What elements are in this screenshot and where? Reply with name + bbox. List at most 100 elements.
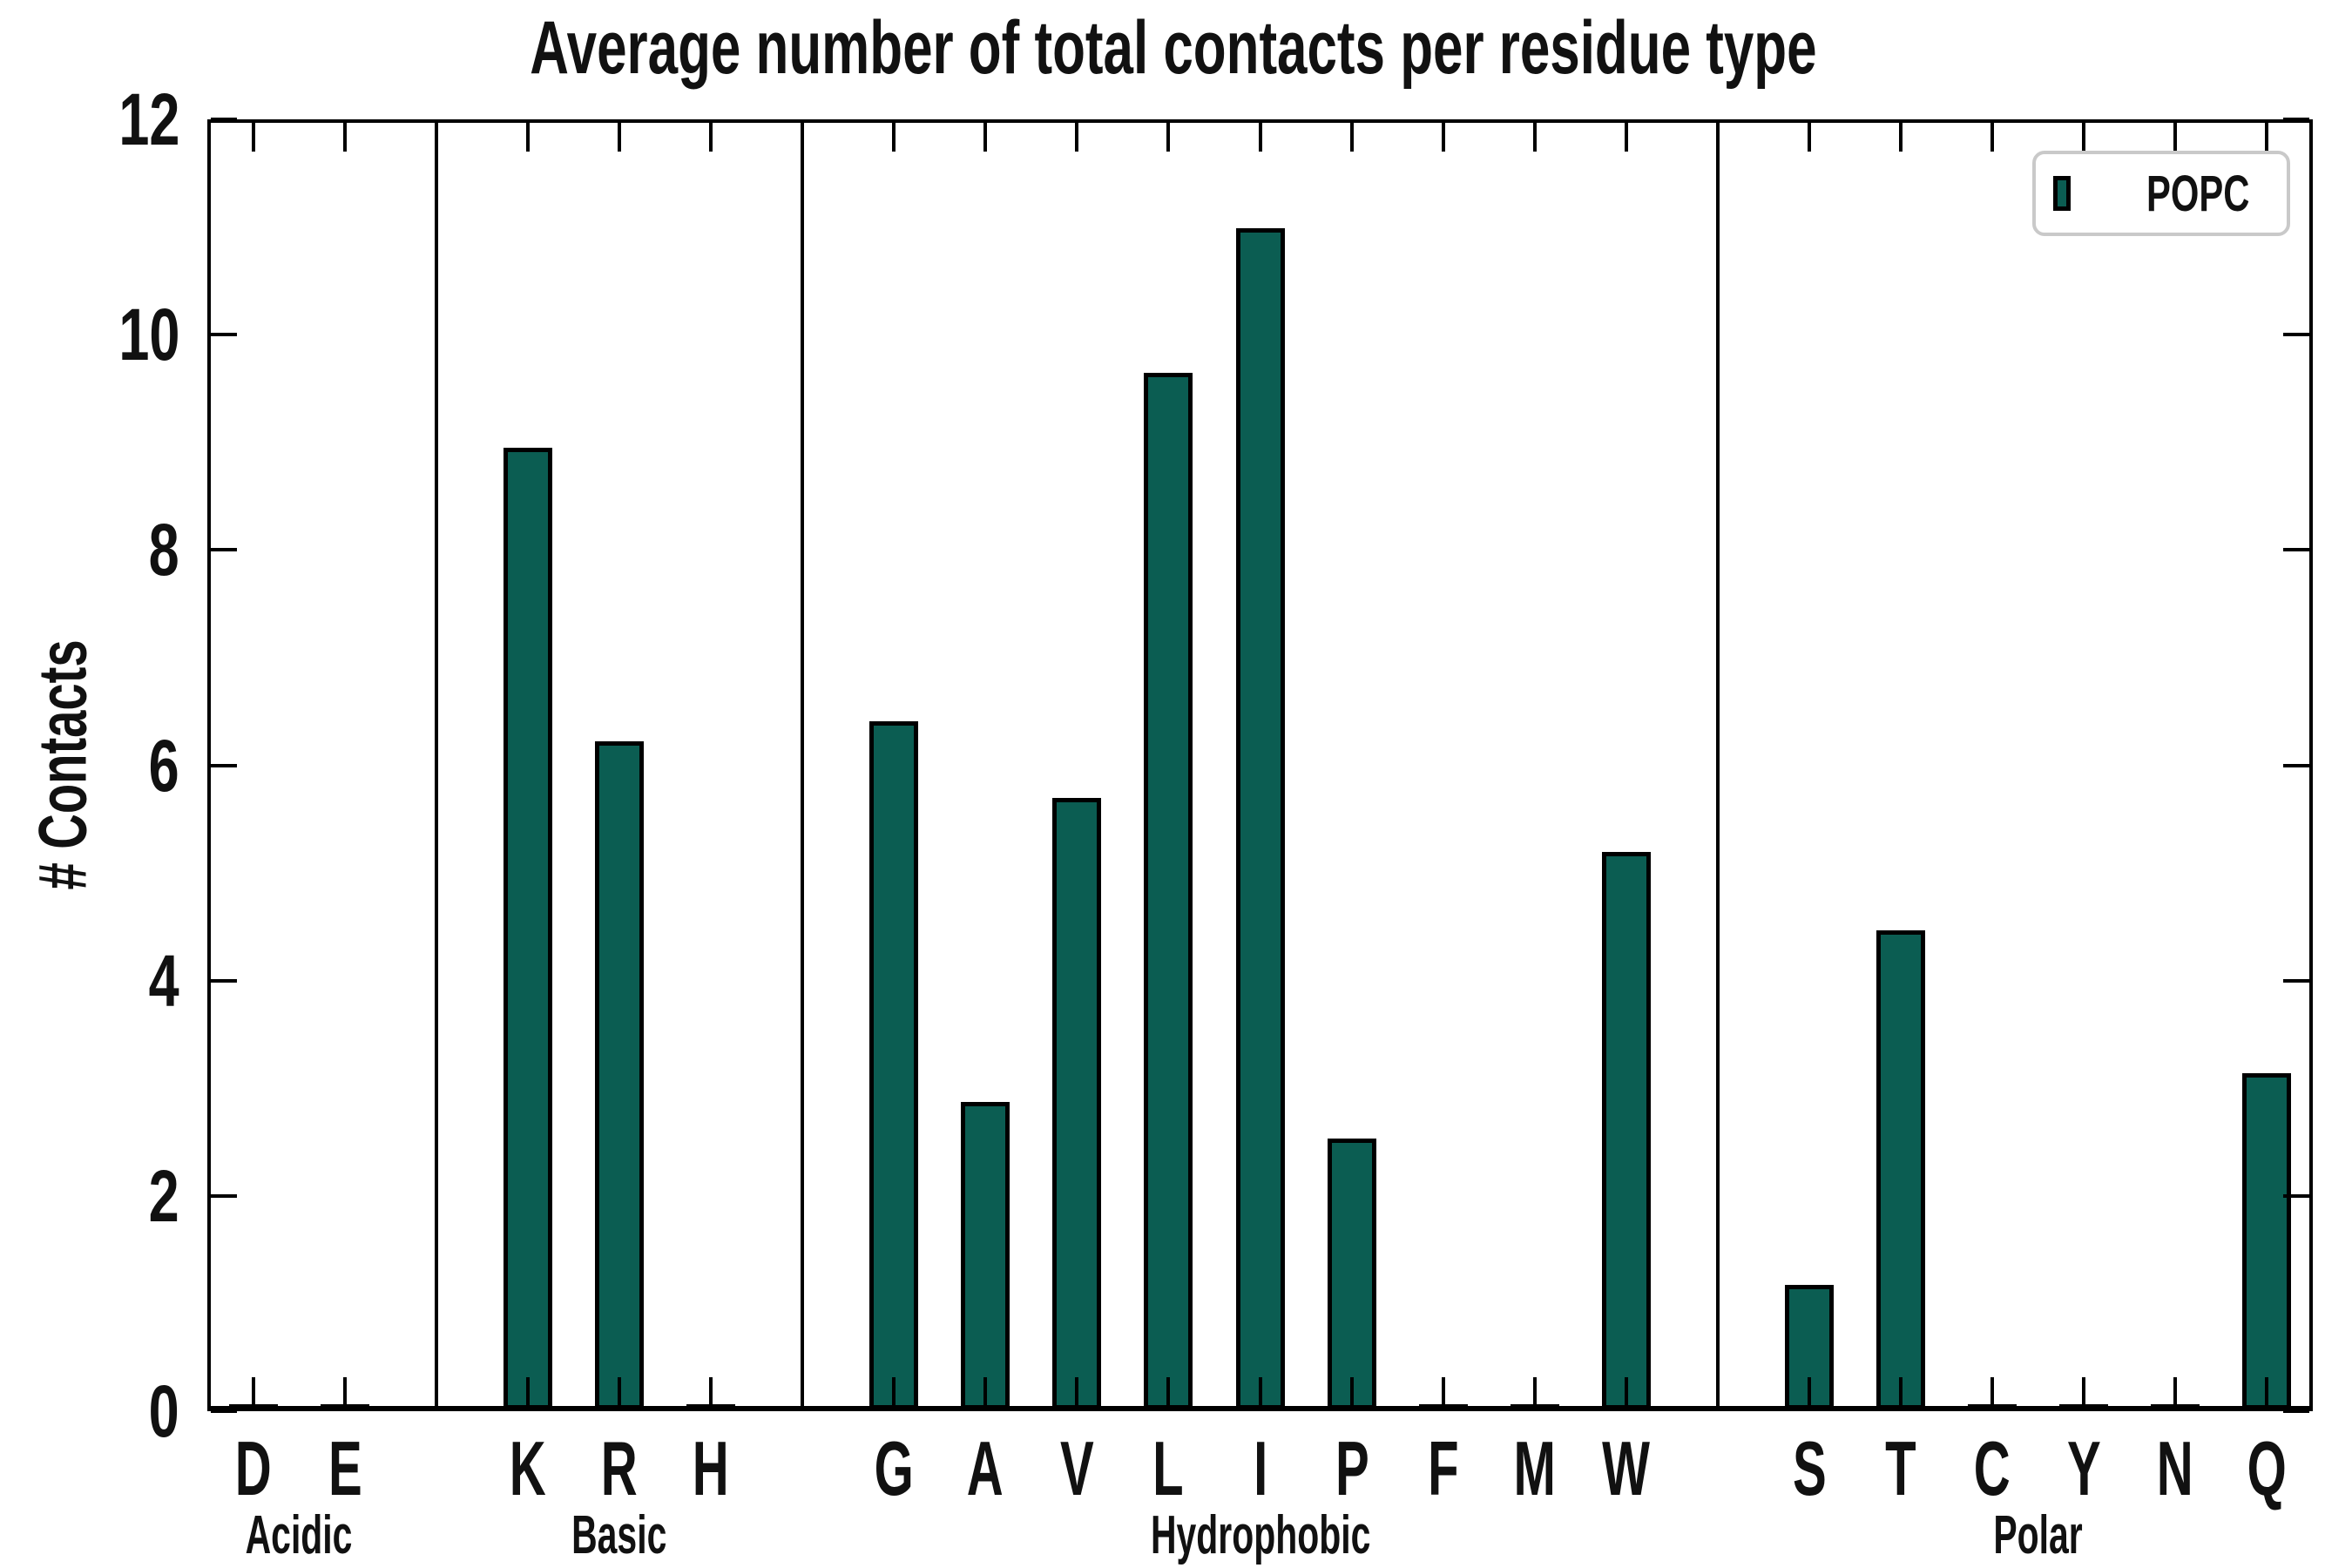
legend-label: POPC: [2146, 165, 2249, 222]
bar-R: [595, 741, 644, 1409]
group-separator-line: [435, 119, 438, 1411]
x-tick-label-L: L: [1116, 1430, 1220, 1507]
y-tick-left: [211, 764, 237, 767]
x-tick-bottom: [1990, 1377, 1994, 1406]
y-tick-label-text: 6: [148, 725, 179, 807]
x-tick-label-V: V: [1024, 1430, 1129, 1507]
bar-E: [321, 1404, 369, 1411]
x-tick-label-G: G: [841, 1430, 946, 1507]
y-tick-label: 6: [16, 726, 179, 806]
x-tick-top: [252, 123, 255, 152]
bar-D: [229, 1404, 278, 1411]
group-label-polar: Polar: [1847, 1509, 2230, 1563]
y-tick-left: [211, 979, 237, 983]
x-tick-label-M: M: [1483, 1430, 1587, 1507]
x-tick-top: [2173, 123, 2177, 152]
x-tick-top: [983, 123, 987, 152]
x-tick-bottom: [1350, 1377, 1354, 1406]
x-tick-bottom: [2265, 1377, 2268, 1406]
x-tick-top: [2082, 123, 2085, 152]
y-tick-label-text: 12: [118, 78, 179, 160]
y-tick-label-text: 8: [148, 509, 179, 591]
chart-title: Average number of total contacts per res…: [529, 6, 1817, 90]
x-tick-label-F-text: F: [1428, 1425, 1459, 1511]
y-tick-right: [2283, 548, 2309, 551]
group-label-basic-text: Basic: [571, 1505, 667, 1565]
x-tick-top: [1442, 123, 1445, 152]
x-tick-label-W-text: W: [1602, 1425, 1651, 1511]
x-tick-label-G-text: G: [874, 1425, 914, 1511]
x-tick-label-E-text: E: [328, 1425, 362, 1511]
group-label-hydrophobic: Hydrophobic: [1069, 1509, 1452, 1563]
y-tick-label-text: 4: [148, 940, 179, 1022]
x-tick-label-I-text: I: [1253, 1425, 1268, 1511]
group-separator-line: [801, 119, 804, 1411]
x-tick-label-N: N: [2123, 1430, 2227, 1507]
x-tick-bottom: [343, 1377, 347, 1406]
legend-swatch-popc: [2053, 176, 2071, 211]
y-tick-label: 12: [16, 79, 179, 159]
x-tick-label-I: I: [1208, 1430, 1313, 1507]
y-tick-right: [2283, 118, 2309, 121]
x-tick-label-N-text: N: [2157, 1425, 2193, 1511]
bar-M: [1511, 1404, 1559, 1411]
y-tick-left: [211, 548, 237, 551]
group-label-polar-text: Polar: [1993, 1505, 2084, 1565]
x-tick-top: [2265, 123, 2268, 152]
x-tick-bottom: [526, 1377, 530, 1406]
x-tick-label-W: W: [1574, 1430, 1679, 1507]
x-tick-bottom: [1808, 1377, 1811, 1406]
bar-L: [1144, 373, 1193, 1409]
x-tick-bottom: [892, 1377, 896, 1406]
x-tick-label-D: D: [201, 1430, 306, 1507]
x-tick-bottom: [618, 1377, 621, 1406]
x-tick-top: [343, 123, 347, 152]
x-tick-label-A-text: A: [967, 1425, 1004, 1511]
y-tick-right: [2283, 1194, 2309, 1198]
y-tick-left: [211, 1194, 237, 1198]
x-tick-label-F: F: [1391, 1430, 1496, 1507]
bar-W: [1602, 852, 1651, 1409]
bar-F: [1419, 1404, 1468, 1411]
y-tick-left: [211, 1409, 237, 1413]
x-tick-label-S: S: [1757, 1430, 1862, 1507]
x-tick-label-H: H: [659, 1430, 763, 1507]
y-tick-right: [2283, 1409, 2309, 1413]
bar-S: [1785, 1285, 1834, 1409]
y-tick-label-text: 10: [118, 294, 179, 375]
x-tick-top: [1533, 123, 1537, 152]
group-label-acidic-text: Acidic: [245, 1505, 353, 1565]
y-tick-label: 0: [16, 1371, 179, 1451]
x-tick-top: [1350, 123, 1354, 152]
bar-N: [2151, 1404, 2200, 1411]
bar-Y: [2059, 1404, 2108, 1411]
x-tick-bottom: [1533, 1377, 1537, 1406]
x-tick-label-S-text: S: [1792, 1425, 1827, 1511]
x-tick-label-Y: Y: [2031, 1430, 2136, 1507]
group-label-acidic: Acidic: [107, 1509, 490, 1563]
y-tick-label: 10: [16, 294, 179, 375]
y-tick-right: [2283, 979, 2309, 983]
x-tick-bottom: [1166, 1377, 1170, 1406]
y-tick-right: [2283, 333, 2309, 336]
x-tick-top: [1075, 123, 1078, 152]
x-tick-label-A: A: [933, 1430, 1037, 1507]
x-tick-label-H-text: H: [693, 1425, 729, 1511]
x-tick-label-D-text: D: [235, 1425, 272, 1511]
legend: POPC: [2032, 151, 2290, 236]
y-tick-left: [211, 118, 237, 121]
y-tick-label: 4: [16, 941, 179, 1021]
y-tick-label-text: 2: [148, 1155, 179, 1237]
x-tick-bottom: [709, 1377, 713, 1406]
x-tick-top: [618, 123, 621, 152]
bar-T: [1876, 930, 1925, 1409]
x-tick-bottom: [1442, 1377, 1445, 1406]
x-tick-label-L-text: L: [1152, 1425, 1184, 1511]
x-tick-top: [1259, 123, 1262, 152]
x-tick-label-R: R: [567, 1430, 672, 1507]
x-tick-bottom: [252, 1377, 255, 1406]
x-tick-label-T: T: [1848, 1430, 1953, 1507]
x-tick-bottom: [1625, 1377, 1628, 1406]
bar-H: [686, 1404, 735, 1411]
